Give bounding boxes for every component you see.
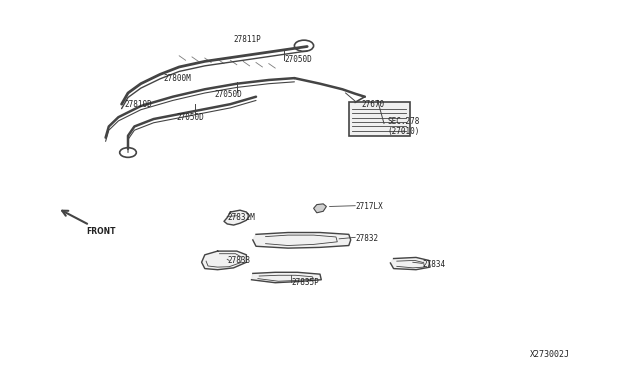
Text: 27810D: 27810D [125, 100, 152, 109]
Polygon shape [202, 251, 246, 270]
Text: 27811P: 27811P [234, 35, 261, 44]
FancyBboxPatch shape [349, 102, 410, 136]
Text: X273002J: X273002J [530, 350, 570, 359]
Text: 27050D: 27050D [176, 113, 204, 122]
Text: 27835P: 27835P [291, 278, 319, 287]
Text: 27800M: 27800M [163, 74, 191, 83]
Polygon shape [314, 204, 326, 213]
Text: 27670: 27670 [362, 100, 385, 109]
Text: 27050D: 27050D [285, 55, 312, 64]
Text: 27831M: 27831M [227, 213, 255, 222]
Text: 27833: 27833 [227, 256, 250, 265]
Text: 27050D: 27050D [214, 90, 242, 99]
Text: 27834: 27834 [422, 260, 445, 269]
Polygon shape [252, 272, 321, 283]
Polygon shape [390, 257, 430, 270]
Text: 2717LX: 2717LX [355, 202, 383, 211]
Polygon shape [253, 232, 351, 248]
Text: 27832: 27832 [355, 234, 378, 243]
Text: FRONT: FRONT [86, 227, 116, 236]
Text: SEC.278
(27010): SEC.278 (27010) [387, 117, 420, 136]
Polygon shape [224, 210, 250, 225]
